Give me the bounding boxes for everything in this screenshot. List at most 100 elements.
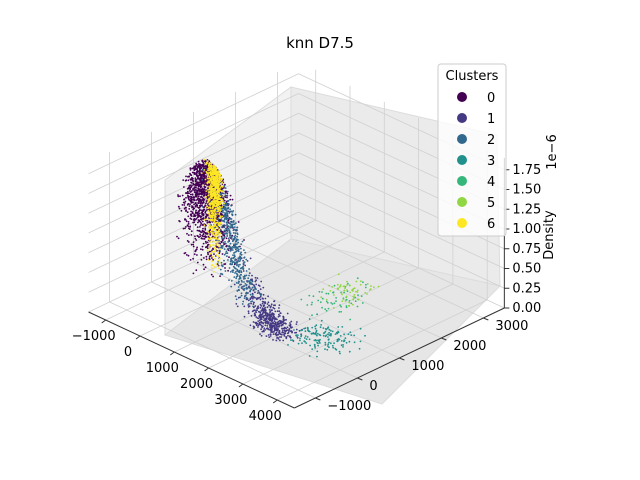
data-point bbox=[252, 305, 254, 308]
data-point bbox=[210, 216, 213, 219]
data-point bbox=[312, 295, 315, 298]
data-point bbox=[182, 227, 185, 230]
data-point bbox=[308, 294, 311, 297]
data-point bbox=[177, 194, 179, 196]
data-point bbox=[247, 277, 250, 280]
data-point bbox=[284, 322, 287, 325]
data-point bbox=[201, 220, 204, 223]
data-point bbox=[315, 329, 318, 332]
data-point bbox=[278, 307, 280, 309]
data-point bbox=[205, 196, 208, 198]
data-point bbox=[267, 295, 269, 298]
data-point bbox=[218, 176, 221, 178]
data-point bbox=[210, 212, 213, 215]
data-point bbox=[238, 256, 241, 259]
data-point bbox=[218, 245, 220, 248]
data-point bbox=[199, 230, 201, 233]
data-point bbox=[204, 235, 207, 237]
data-point bbox=[219, 215, 222, 218]
data-point bbox=[201, 245, 204, 248]
data-point bbox=[220, 202, 223, 205]
data-point bbox=[193, 213, 196, 216]
data-point bbox=[244, 251, 247, 254]
data-point bbox=[226, 192, 229, 195]
data-point bbox=[231, 260, 234, 262]
data-point bbox=[217, 224, 220, 227]
data-point bbox=[227, 259, 229, 261]
data-point bbox=[200, 258, 203, 261]
data-point bbox=[215, 263, 218, 265]
data-point bbox=[207, 259, 210, 261]
data-point bbox=[235, 248, 237, 251]
data-point bbox=[308, 338, 311, 341]
data-point bbox=[245, 291, 248, 294]
data-point bbox=[258, 292, 261, 295]
data-point bbox=[247, 310, 250, 313]
data-point bbox=[206, 203, 209, 205]
data-point bbox=[224, 242, 227, 245]
data-point bbox=[331, 286, 333, 288]
data-point bbox=[230, 224, 233, 227]
data-point bbox=[202, 201, 205, 204]
data-point bbox=[226, 215, 229, 218]
data-point bbox=[237, 259, 240, 262]
data-point bbox=[267, 301, 270, 304]
data-point bbox=[221, 273, 224, 276]
data-point bbox=[234, 272, 236, 274]
data-point bbox=[314, 347, 316, 349]
data-point bbox=[183, 186, 185, 188]
data-point bbox=[236, 305, 239, 308]
data-point bbox=[240, 243, 243, 246]
data-point bbox=[204, 266, 207, 269]
data-point bbox=[347, 305, 350, 307]
data-point bbox=[185, 196, 187, 199]
data-point bbox=[261, 330, 264, 333]
data-point bbox=[236, 233, 239, 236]
data-point bbox=[277, 336, 279, 339]
data-point bbox=[285, 336, 288, 339]
data-point bbox=[223, 185, 226, 187]
data-point bbox=[197, 221, 199, 224]
data-point bbox=[199, 235, 202, 238]
data-point bbox=[197, 184, 200, 187]
data-point bbox=[349, 331, 352, 334]
data-point bbox=[235, 298, 238, 301]
data-point bbox=[228, 230, 231, 233]
data-point bbox=[283, 319, 285, 322]
data-point bbox=[217, 210, 220, 212]
data-point bbox=[246, 260, 249, 262]
data-point bbox=[347, 333, 350, 336]
data-point bbox=[189, 225, 192, 228]
data-point bbox=[252, 309, 255, 312]
data-point bbox=[183, 204, 186, 206]
data-point bbox=[223, 199, 226, 202]
data-point bbox=[239, 296, 242, 299]
data-point bbox=[325, 292, 328, 295]
data-point bbox=[210, 172, 212, 175]
data-point bbox=[246, 281, 249, 283]
data-point bbox=[240, 247, 242, 250]
data-point bbox=[369, 289, 371, 291]
data-point bbox=[230, 236, 233, 239]
data-point bbox=[189, 199, 192, 202]
data-point bbox=[220, 273, 222, 275]
data-point bbox=[239, 267, 242, 270]
data-point bbox=[253, 286, 256, 288]
data-point bbox=[229, 198, 232, 201]
data-point bbox=[224, 195, 227, 197]
data-point bbox=[237, 248, 240, 251]
data-point bbox=[236, 261, 239, 264]
data-point bbox=[237, 264, 240, 266]
data-point bbox=[245, 288, 248, 290]
data-point bbox=[271, 322, 273, 324]
data-point bbox=[199, 221, 202, 223]
data-point bbox=[297, 342, 300, 345]
data-point bbox=[239, 258, 242, 260]
data-point bbox=[210, 184, 212, 187]
data-point bbox=[190, 234, 193, 236]
data-point bbox=[266, 324, 269, 327]
data-point bbox=[181, 204, 184, 206]
data-point bbox=[263, 311, 266, 314]
data-point bbox=[227, 269, 230, 272]
data-point bbox=[210, 238, 213, 241]
